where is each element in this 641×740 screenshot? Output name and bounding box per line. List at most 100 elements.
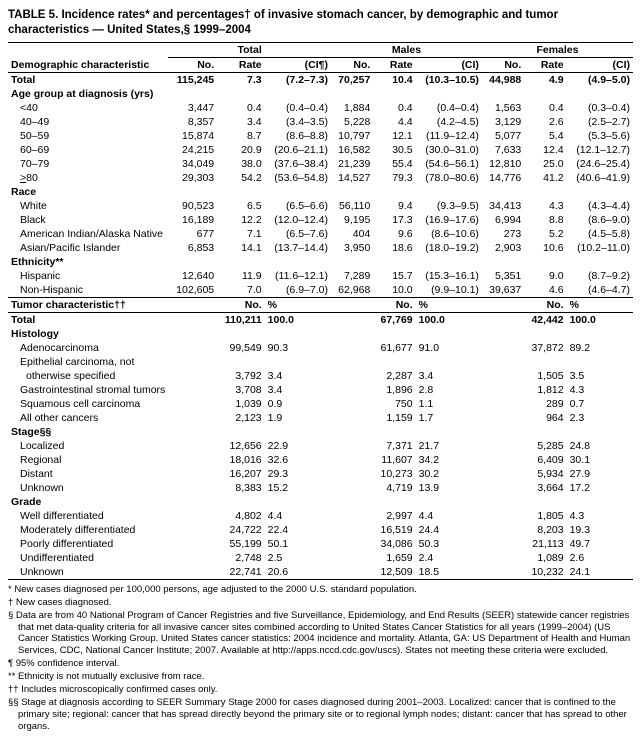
col-pct: %: [265, 297, 331, 312]
table-row: Asian/Pacific Islander 6,853 14.1 (13.7–…: [8, 241, 633, 255]
cell: (0.3–0.4): [567, 101, 633, 115]
cell: 2,287: [373, 369, 415, 383]
cell: 3.5: [567, 369, 633, 383]
section-label: Grade: [8, 495, 633, 509]
table-row: 50–59 15,874 8.7 (8.6–8.8) 10,797 12.1 (…: [8, 129, 633, 143]
cell: 15.7: [373, 269, 415, 283]
cell: 102,605: [168, 283, 217, 298]
cell: 3.4: [265, 369, 331, 383]
table-row: Grade: [8, 495, 633, 509]
cell: 18,016: [217, 453, 265, 467]
row-label: White: [8, 199, 168, 213]
cell: 3,950: [331, 241, 373, 255]
cell: 3.4: [265, 383, 331, 397]
table-row: Non-Hispanic 102,605 7.0 (6.9–7.0) 62,96…: [8, 283, 633, 298]
row-label: Black: [8, 213, 168, 227]
cell: (6.5–6.6): [265, 199, 331, 213]
cell: (10.2–11.0): [567, 241, 633, 255]
cell: 4.3: [567, 509, 633, 523]
cell: 5,934: [524, 467, 566, 481]
col-no: No.: [373, 297, 415, 312]
cell: 61,677: [373, 341, 415, 355]
cell: 39,637: [482, 283, 524, 298]
cell: 4.3: [567, 383, 633, 397]
cell: 34,049: [168, 157, 217, 171]
table-row: Total 115,245 7.3 (7.2–7.3) 70,257 10.4 …: [8, 72, 633, 87]
row-label: Poorly differentiated: [8, 537, 168, 551]
table-row: >80 29,303 54.2 (53.6–54.8) 14,527 79.3 …: [8, 171, 633, 185]
col-no: No.: [331, 57, 373, 72]
cell: 41.2: [524, 171, 566, 185]
cell: 7,371: [373, 439, 415, 453]
table-row: Squamous cell carcinoma 1,039 0.9 750 1.…: [8, 397, 633, 411]
cell: 6,994: [482, 213, 524, 227]
table-row: Black 16,189 12.2 (12.0–12.4) 9,195 17.3…: [8, 213, 633, 227]
cell: 34.2: [416, 453, 482, 467]
cell: 12,656: [217, 439, 265, 453]
cell: 2,903: [482, 241, 524, 255]
cell: 1,159: [373, 411, 415, 425]
row-label: Unknown: [8, 565, 168, 580]
cell: 5.4: [524, 129, 566, 143]
cell: 2,997: [373, 509, 415, 523]
cell: 4.6: [524, 283, 566, 298]
cell: 10,797: [331, 129, 373, 143]
cell: 21,113: [524, 537, 566, 551]
cell: 100.0: [567, 312, 633, 327]
cell: 110,211: [217, 312, 265, 327]
cell: (4.2–4.5): [416, 115, 482, 129]
col-ci: (CI): [567, 57, 633, 72]
footnote: ** Ethnicity is not mutually exclusive f…: [18, 671, 633, 683]
cell: 16,189: [168, 213, 217, 227]
cell: 6.5: [217, 199, 265, 213]
cell: 3.4: [416, 369, 482, 383]
row-label: <40: [8, 101, 168, 115]
col-ci: (CI¶): [265, 57, 331, 72]
cell: 1,896: [373, 383, 415, 397]
row-label: Squamous cell carcinoma: [8, 397, 168, 411]
cell: 677: [168, 227, 217, 241]
cell: 10.6: [524, 241, 566, 255]
cell: (24.6–25.4): [567, 157, 633, 171]
cell: 79.3: [373, 171, 415, 185]
cell: 12.4: [524, 143, 566, 157]
cell: 2,123: [217, 411, 265, 425]
cell: 7.0: [217, 283, 265, 298]
cell: (9.9–10.1): [416, 283, 482, 298]
cell: (8.6–10.6): [416, 227, 482, 241]
cell: 22.9: [265, 439, 331, 453]
table-row: Stage§§: [8, 425, 633, 439]
group-females: Females: [482, 42, 633, 57]
cell: 55.4: [373, 157, 415, 171]
section-label: Epithelial carcinoma, not: [8, 355, 633, 369]
row-label: Undifferentiated: [8, 551, 168, 565]
cell: 22.4: [265, 523, 331, 537]
cell: 964: [524, 411, 566, 425]
table-row: 60–69 24,215 20.9 (20.6–21.1) 16,582 30.…: [8, 143, 633, 157]
cell: 18.6: [373, 241, 415, 255]
col-no: No.: [524, 297, 566, 312]
cell: 24,215: [168, 143, 217, 157]
cell: 0.4: [524, 101, 566, 115]
cell: (0.4–0.4): [265, 101, 331, 115]
row-label: 70–79: [8, 157, 168, 171]
cell: 5.2: [524, 227, 566, 241]
cell: (9.3–9.5): [416, 199, 482, 213]
cell: 42,442: [524, 312, 566, 327]
footnote: † New cases diagnosed.: [18, 597, 633, 609]
cell: 10.0: [373, 283, 415, 298]
cell: 4.4: [373, 115, 415, 129]
cell: (10.3–10.5): [416, 72, 482, 87]
cell: (53.6–54.8): [265, 171, 331, 185]
cell: 3,792: [217, 369, 265, 383]
cell: 1,039: [217, 397, 265, 411]
row-label: All other cancers: [8, 411, 168, 425]
table-title: TABLE 5. Incidence rates* and percentage…: [8, 8, 633, 38]
col-rate: Rate: [524, 57, 566, 72]
cell: 8,203: [524, 523, 566, 537]
cell: 50.3: [416, 537, 482, 551]
cell: 3,447: [168, 101, 217, 115]
table-row: All other cancers 2,123 1.9 1,159 1.7 96…: [8, 411, 633, 425]
col-pct: %: [416, 297, 482, 312]
cell: 27.9: [567, 467, 633, 481]
